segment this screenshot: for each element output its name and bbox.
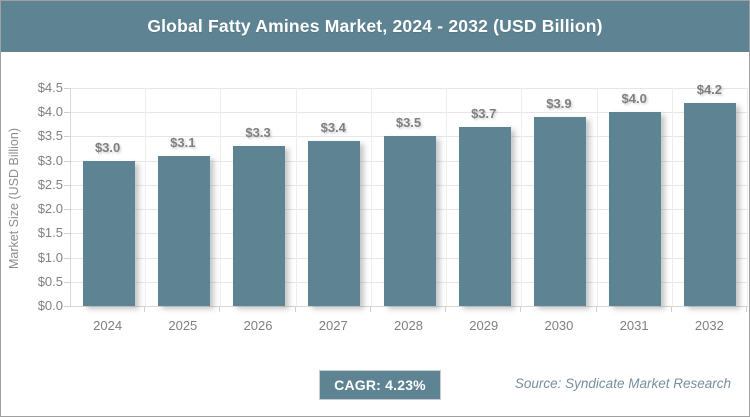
x-tick-mark bbox=[595, 307, 597, 312]
chart-title: Global Fatty Amines Market, 2024 - 2032 … bbox=[147, 16, 603, 36]
cagr-badge: CAGR: 4.23% bbox=[319, 370, 441, 400]
bar-2029 bbox=[458, 126, 511, 306]
x-tick-mark bbox=[369, 307, 371, 312]
y-tick-mark bbox=[64, 112, 70, 114]
x-tick-mark bbox=[144, 307, 146, 312]
x-tick-mark bbox=[746, 307, 747, 312]
bar-2030 bbox=[533, 117, 586, 306]
x-tick-mark bbox=[520, 307, 522, 312]
bar-value-label: $4.2 bbox=[696, 81, 723, 97]
x-tick-label: 2030 bbox=[544, 318, 574, 333]
gridline-vertical bbox=[747, 88, 748, 306]
x-tick-label: 2032 bbox=[694, 318, 724, 333]
chart-title-bar: Global Fatty Amines Market, 2024 - 2032 … bbox=[1, 1, 749, 52]
bar-value-label: $3.1 bbox=[170, 134, 196, 150]
y-tick-mark bbox=[64, 88, 70, 89]
x-tick-label: 2026 bbox=[243, 318, 273, 333]
x-tick-label: 2025 bbox=[168, 318, 198, 333]
y-tick-label: $1.5 bbox=[37, 225, 63, 241]
x-tick-label: 2031 bbox=[619, 318, 649, 333]
x-tick-mark bbox=[219, 307, 221, 312]
gridline-horizontal bbox=[71, 88, 748, 89]
gridline-vertical bbox=[370, 88, 372, 306]
x-tick-mark bbox=[445, 307, 447, 312]
y-tick-mark bbox=[64, 160, 70, 162]
x-tick-label: 2028 bbox=[394, 318, 423, 333]
bar-2025 bbox=[157, 155, 210, 306]
gridline-vertical bbox=[145, 88, 147, 306]
y-tick-label: $4.5 bbox=[37, 80, 63, 95]
bar-value-label: $3.3 bbox=[245, 125, 271, 141]
gridline-vertical bbox=[220, 88, 222, 306]
gridline-vertical bbox=[295, 88, 297, 306]
source-attribution: Source: Syndicate Market Research bbox=[514, 376, 731, 391]
plot-area bbox=[70, 88, 748, 307]
bar-2024 bbox=[82, 160, 135, 306]
gridline-vertical bbox=[671, 88, 673, 306]
bar-value-label: $3.4 bbox=[320, 120, 346, 136]
bar-value-label: $3.9 bbox=[546, 96, 572, 112]
x-tick-mark bbox=[294, 307, 296, 312]
bar-value-label: $4.0 bbox=[621, 91, 647, 107]
y-tick-mark bbox=[64, 306, 70, 307]
y-tick-mark bbox=[64, 209, 70, 211]
y-tick-label: $0.0 bbox=[37, 298, 63, 313]
bar-2027 bbox=[308, 141, 361, 306]
y-tick-label: $2.5 bbox=[37, 176, 63, 192]
y-tick-mark bbox=[64, 257, 70, 259]
y-tick-mark bbox=[64, 281, 70, 283]
bar-value-label: $3.7 bbox=[471, 105, 497, 121]
y-tick-label: $0.5 bbox=[37, 273, 63, 289]
x-tick-label: 2024 bbox=[93, 318, 123, 333]
gridline-horizontal bbox=[71, 112, 748, 114]
gridline-vertical bbox=[596, 88, 598, 306]
bar-value-label: $3.5 bbox=[395, 115, 422, 131]
bar-2031 bbox=[609, 112, 662, 306]
bar-value-label: $3.0 bbox=[94, 139, 121, 155]
y-tick-label: $2.0 bbox=[37, 201, 63, 217]
gridline-vertical bbox=[521, 88, 523, 306]
x-tick-label: 2027 bbox=[318, 318, 348, 333]
x-tick-label: 2029 bbox=[469, 318, 499, 333]
bar-2032 bbox=[684, 102, 737, 306]
y-tick-label: $3.0 bbox=[37, 152, 63, 168]
x-tick-mark bbox=[670, 307, 672, 312]
y-tick-mark bbox=[64, 136, 70, 138]
y-tick-label: $1.0 bbox=[37, 249, 63, 265]
gridline-vertical bbox=[446, 88, 448, 306]
bar-2028 bbox=[383, 136, 436, 306]
bar-2026 bbox=[233, 146, 286, 306]
y-tick-label: $3.5 bbox=[37, 128, 63, 144]
y-tick-label: $4.0 bbox=[37, 104, 63, 120]
y-tick-mark bbox=[64, 233, 70, 235]
y-tick-mark bbox=[64, 184, 70, 186]
